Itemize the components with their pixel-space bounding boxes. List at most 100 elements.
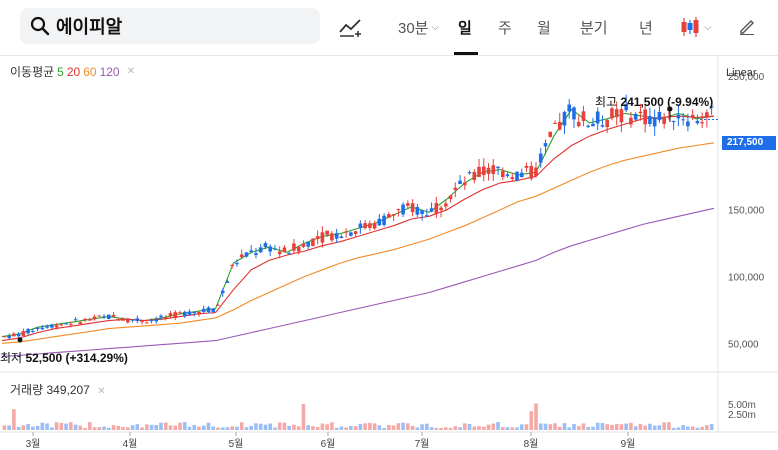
volume-bar <box>239 422 244 430</box>
interval-30m-label: 30분 <box>398 20 429 37</box>
candle-body <box>197 311 201 315</box>
candle-body <box>140 321 144 323</box>
candle-body <box>600 125 605 127</box>
stock-chart[interactable]: 250,000200,000150,000100,00050,0005.00m2… <box>0 56 778 450</box>
candle-body <box>182 311 187 317</box>
volume-bar <box>92 427 97 430</box>
candle-body <box>387 214 391 218</box>
volume-bar <box>140 427 144 430</box>
volume-bar <box>681 425 685 430</box>
volume-bar <box>505 427 510 430</box>
volume-bar <box>353 426 358 430</box>
candle-body <box>149 320 154 322</box>
x-tick-label: 9월 <box>621 438 636 450</box>
x-tick-label: 7월 <box>415 438 430 450</box>
candle-body <box>339 236 344 239</box>
moving-average-legend[interactable]: 이동평균 5 20 60 120 ✕ <box>10 63 135 80</box>
close-icon[interactable]: ✕ <box>126 66 135 77</box>
candle-body <box>125 318 130 323</box>
volume-bar <box>553 423 557 430</box>
volume-bar <box>168 425 173 430</box>
drawing-tool-icon[interactable] <box>338 16 364 38</box>
volume-title: 거래량 <box>10 383 44 397</box>
candle-body <box>78 322 83 325</box>
volume-bar <box>154 425 159 430</box>
volume-bar <box>334 427 339 430</box>
search-icon[interactable] <box>30 16 50 36</box>
candle-body <box>306 241 310 247</box>
x-tick-label: 8월 <box>524 438 539 450</box>
candle-body <box>534 167 538 177</box>
candle-body <box>372 223 377 229</box>
volume-bar <box>69 422 73 430</box>
candle-body <box>543 143 548 147</box>
volume-bar <box>54 422 59 430</box>
candle-body <box>572 107 576 120</box>
volume-bar <box>88 422 92 430</box>
volume-tick-label: 2.50m <box>728 410 756 421</box>
volume-bar <box>135 424 140 430</box>
volume-bar <box>102 426 106 430</box>
tab-year[interactable]: 년 <box>639 20 653 37</box>
interval-30m-dropdown[interactable]: 30분 ⌵ <box>398 17 439 38</box>
candle-body <box>159 315 163 318</box>
candle-body <box>249 250 254 252</box>
volume-bar <box>638 423 643 430</box>
ma-20-line <box>1 115 715 342</box>
candle-body <box>624 104 628 111</box>
close-icon[interactable]: ✕ <box>97 386 106 397</box>
edit-pencil-icon[interactable] <box>738 17 756 35</box>
candle-body <box>629 117 633 125</box>
volume-bar <box>581 423 586 430</box>
chart-type-dropdown[interactable]: ⌵ <box>679 16 712 38</box>
volume-bar <box>425 423 429 430</box>
volume-bar <box>538 423 543 430</box>
volume-bar <box>401 422 405 430</box>
volume-bar <box>97 427 102 430</box>
candle-body <box>296 246 301 252</box>
volume-bar <box>244 427 249 430</box>
volume-bar <box>254 423 258 430</box>
candle-body <box>595 111 600 124</box>
candle-body <box>192 311 197 314</box>
volume-bar <box>197 426 201 430</box>
candle-body <box>83 318 87 320</box>
candle-body <box>163 317 168 319</box>
volume-bar <box>163 422 168 430</box>
candle-body <box>557 121 562 130</box>
candle-body <box>477 166 481 178</box>
tab-day[interactable]: 일 <box>458 20 472 37</box>
scale-mode-toggle[interactable]: Linear <box>726 67 757 79</box>
volume-bar <box>344 427 348 430</box>
volume-bar <box>439 427 443 430</box>
candle-body <box>26 329 30 334</box>
volume-bar <box>282 422 287 430</box>
low-prefix: 최저 <box>0 351 23 365</box>
volume-bar <box>40 422 45 430</box>
tab-week[interactable]: 주 <box>498 20 512 37</box>
y-tick-label: 50,000 <box>728 339 759 350</box>
candle-body <box>292 243 296 251</box>
candle-body <box>643 109 647 125</box>
candle-body <box>353 231 358 234</box>
candle-body <box>334 233 339 239</box>
volume-legend[interactable]: 거래량 349,207 ✕ <box>10 381 106 398</box>
candle-body <box>420 210 424 214</box>
volume-bar <box>576 426 581 430</box>
volume-bar <box>643 425 647 430</box>
candle-body <box>282 247 287 253</box>
candle-body <box>690 114 695 118</box>
volume-bar <box>543 423 548 430</box>
volume-bar <box>444 427 448 430</box>
tab-month[interactable]: 월 <box>537 20 551 37</box>
volume-bar <box>662 422 666 430</box>
volume-bar <box>695 427 700 430</box>
ma-5-label: 5 <box>57 64 64 79</box>
stock-search-box[interactable]: 에이피알 <box>20 8 320 44</box>
candle-body <box>410 203 415 213</box>
tab-quarter[interactable]: 분기 <box>580 20 608 37</box>
volume-bar <box>121 427 125 430</box>
candle-body <box>567 104 572 112</box>
candle-body <box>7 335 11 339</box>
candle-body <box>187 311 192 315</box>
